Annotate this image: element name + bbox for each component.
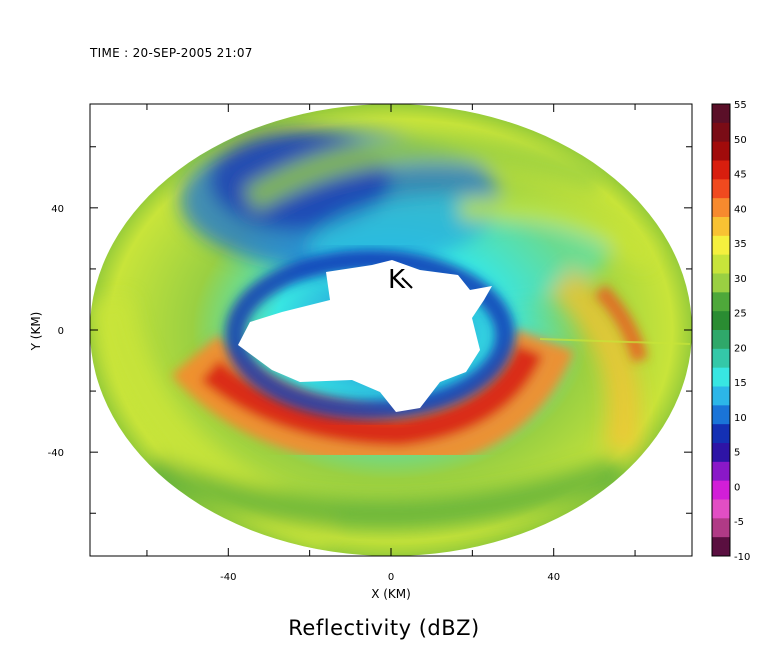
colorbar-tick-label: 40 (734, 204, 747, 215)
colorbar-tick-label: 30 (734, 274, 747, 285)
colorbar-segment (712, 179, 730, 199)
x-axis-label: X (KM) (371, 587, 411, 601)
colorbar-segment (712, 198, 730, 218)
time-label: TIME : 20-SEP-2005 21:07 (90, 46, 253, 60)
colorbar-segment (712, 104, 730, 124)
x-tick-label: 0 (388, 572, 394, 583)
colorbar-tick-label: 55 (734, 100, 747, 111)
storm-center-marker: K (388, 265, 413, 295)
x-tick-labels: -40 0 40 (220, 572, 560, 583)
colorbar-segment (712, 424, 730, 444)
colorbar-tick-label: -10 (734, 552, 750, 563)
colorbar-segment (712, 461, 730, 482)
y-tick-labels: -40 0 40 (48, 204, 64, 459)
colorbar (711, 103, 731, 557)
colorbar-segment (712, 499, 730, 519)
radar-reflectivity-field (90, 104, 692, 556)
eye-no-echo-region (238, 260, 492, 412)
colorbar-tick-label: 35 (734, 239, 747, 250)
x-tick-label: -40 (220, 572, 236, 583)
colorbar-segment (712, 122, 730, 143)
colorbar-frame (711, 103, 731, 557)
chart-title: Reflectivity (dBZ) (288, 616, 480, 640)
colorbar-segment (712, 443, 730, 463)
y-tick-label: 40 (51, 204, 64, 215)
colorbar-segment (712, 254, 730, 274)
colorbar-segment (712, 292, 730, 312)
colorbar-segment (712, 386, 730, 406)
colorbar-segment (712, 405, 730, 425)
colorbar-tick-label: 5 (734, 448, 740, 459)
colorbar-segment (712, 235, 730, 256)
colorbar-tick-label: -5 (734, 517, 744, 528)
colorbar-segment (712, 367, 730, 387)
colorbar-segment (712, 480, 730, 500)
colorbar-segment (712, 217, 730, 237)
colorbar-tick-label: 0 (734, 482, 740, 493)
colorbar-segment (712, 311, 730, 331)
x-tick-label: 40 (547, 572, 560, 583)
colorbar-segment (712, 141, 730, 161)
colorbar-tick-label: 50 (734, 135, 747, 146)
colorbar-tick-label: 20 (734, 343, 747, 354)
y-tick-label: 0 (58, 326, 64, 337)
colorbar-tick-label: 25 (734, 309, 747, 320)
y-axis-label: Y (KM) (29, 312, 43, 352)
y-tick-label: -40 (48, 448, 64, 459)
colorbar-tick-label: 15 (734, 378, 747, 389)
colorbar-tick-label: 10 (734, 413, 747, 424)
colorbar-segment (712, 518, 730, 538)
frame-ticks (90, 104, 692, 556)
colorbar-segment (712, 537, 730, 557)
colorbar-segment (712, 273, 730, 293)
colorbar-tick-label: 45 (734, 170, 747, 181)
colorbar-segment (712, 160, 730, 180)
storm-marker-letter: K (388, 265, 406, 295)
colorbar-segment (712, 330, 730, 350)
colorbar-segment (712, 348, 730, 369)
